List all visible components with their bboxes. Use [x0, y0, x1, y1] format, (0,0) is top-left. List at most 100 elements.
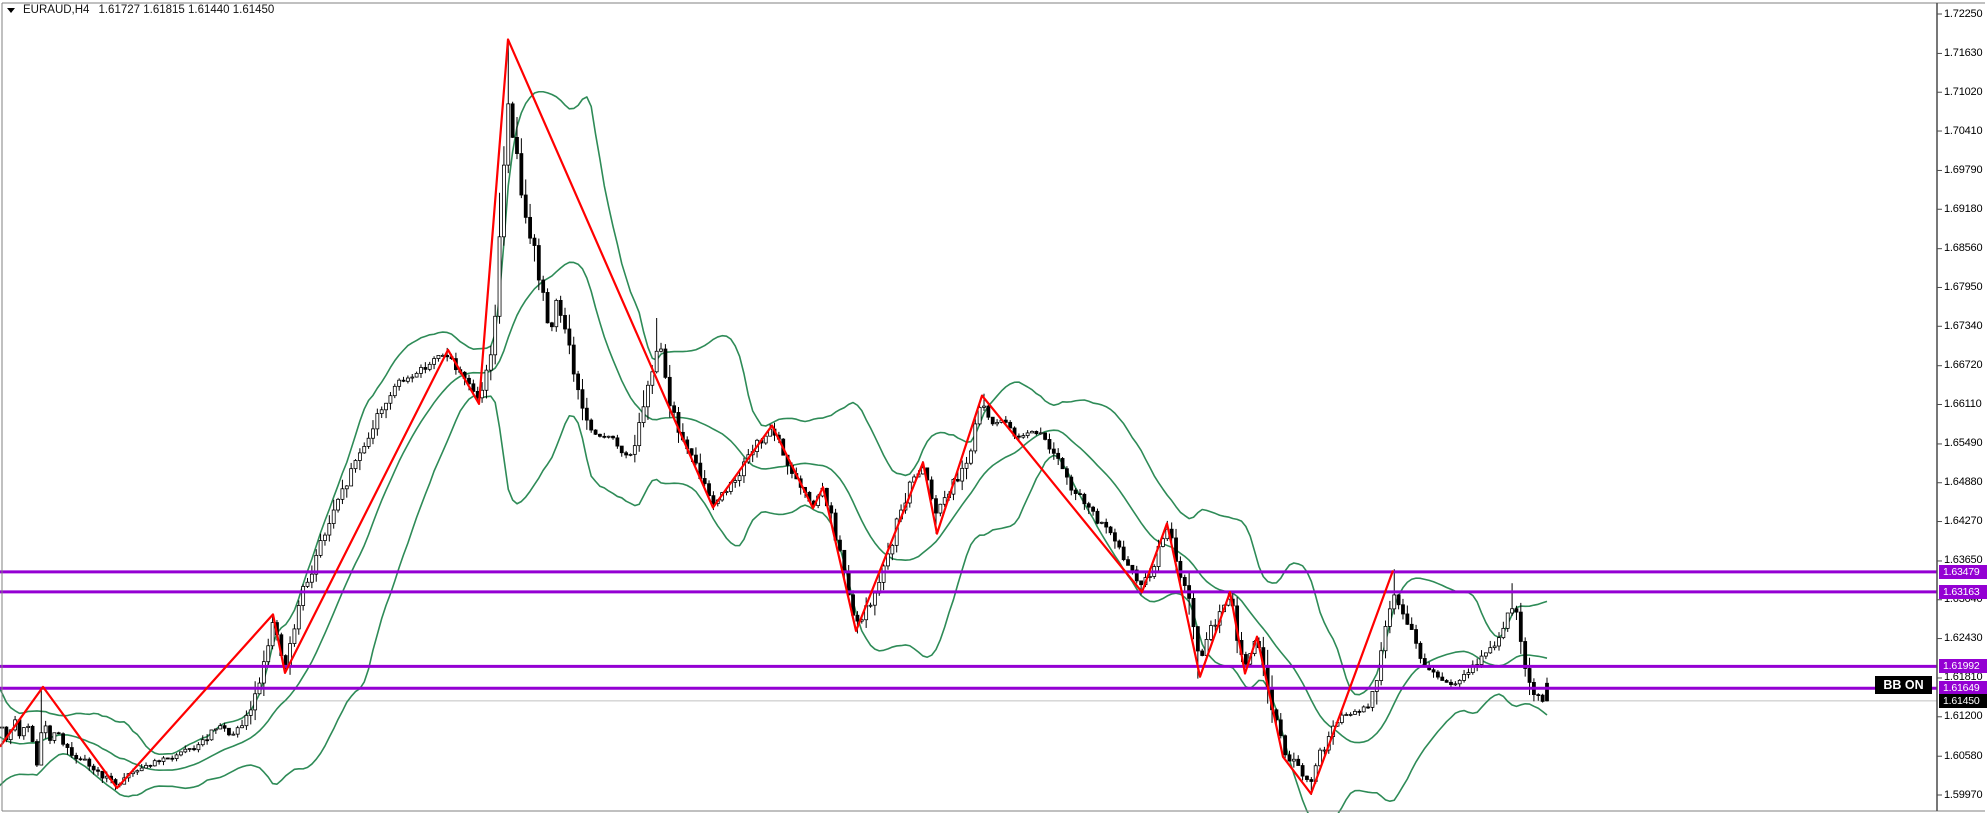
candle-bearish [74, 752, 79, 764]
candle-body [405, 377, 410, 382]
candle-body [598, 433, 602, 437]
chart-title: EURAUD,H4 1.61727 1.61815 1.61440 1.6145… [7, 3, 274, 17]
candle-body [1457, 679, 1462, 685]
candle-bullish [174, 753, 179, 762]
candle-body [384, 402, 388, 411]
candle-body [218, 725, 223, 730]
candle-body [261, 661, 266, 684]
candle-body [986, 405, 991, 418]
candle-body [35, 741, 39, 766]
candle-bullish [375, 408, 380, 436]
candle-bullish [436, 355, 441, 362]
candle-body [563, 315, 567, 330]
candle-body [1309, 779, 1314, 782]
candle-bearish [1182, 574, 1187, 592]
candle-bullish [488, 345, 493, 381]
candle-body [1069, 476, 1074, 491]
bollinger-upper-band [0, 90, 1548, 756]
candle-body [934, 498, 938, 514]
symbol-dropdown-icon[interactable] [7, 7, 15, 13]
candle-body [1038, 432, 1043, 435]
price-tick-label: 1.66110 [1944, 398, 1982, 410]
candle-bullish [1361, 705, 1366, 713]
candle-body [222, 725, 227, 729]
candle-bullish [244, 710, 249, 730]
candle-body [56, 732, 61, 735]
candle-bearish [48, 724, 52, 745]
candle-body [65, 743, 70, 748]
candle-bearish [1444, 679, 1449, 683]
candle-bearish [35, 739, 39, 767]
candle-bullish [318, 533, 323, 558]
candle-body [1243, 654, 1248, 665]
candle-bearish [1409, 617, 1414, 630]
price-tick-label: 1.67950 [1944, 280, 1983, 293]
candle-bullish [43, 720, 48, 739]
candle-bullish [1374, 680, 1379, 705]
candle-bullish [554, 298, 559, 332]
bb-on-label[interactable]: BB ON [1875, 675, 1932, 694]
price-tick-label: 1.69790 [1944, 163, 1983, 176]
candle-bullish [179, 751, 183, 757]
candle-bearish [1191, 591, 1196, 640]
candle-body [21, 727, 26, 737]
candle-body [1043, 432, 1047, 440]
candle-body [611, 435, 615, 439]
candle-body [87, 758, 92, 767]
price-tick-label: 1.72250 [1944, 7, 1983, 20]
candle-body [1339, 714, 1344, 723]
candle-bullish [405, 375, 410, 384]
candle-bearish [1056, 448, 1061, 466]
candle-body [995, 422, 999, 425]
candle-bullish [301, 584, 306, 611]
candle-bearish [624, 450, 629, 459]
candle-body [471, 383, 476, 392]
candle-body [1300, 765, 1305, 777]
candle-bearish [1060, 457, 1065, 470]
candle-body [1414, 629, 1418, 644]
candle-bullish [628, 453, 633, 457]
candle-body [148, 764, 153, 767]
candle-bearish [423, 362, 428, 374]
candle-body [1021, 435, 1026, 438]
candle-body [100, 770, 105, 779]
candle-bearish [1091, 505, 1096, 516]
candle-body [1091, 506, 1096, 512]
candle-body [497, 236, 502, 317]
candle-body [1361, 706, 1366, 713]
candle-body [733, 480, 738, 483]
candle-bullish [968, 448, 973, 466]
candle-body [707, 483, 711, 497]
candle-bullish [235, 725, 240, 738]
candle-bearish [986, 402, 991, 420]
candle-body [323, 534, 327, 541]
candle-bullish [1497, 632, 1501, 651]
candle-bullish [371, 420, 375, 445]
candle-bearish [56, 731, 61, 735]
candle-bearish [1243, 651, 1248, 667]
candle-bearish [541, 275, 546, 301]
price-tick-label: 1.71020 [1944, 85, 1983, 98]
candle-body [296, 605, 301, 630]
candle-body [1078, 493, 1082, 496]
candle-body [157, 760, 162, 763]
candle-bullish [1492, 641, 1497, 651]
candle-bearish [602, 432, 607, 439]
candle-bullish [292, 624, 297, 647]
candle-bearish [1296, 755, 1301, 766]
candle-bearish [615, 434, 620, 449]
candle-bearish [1514, 605, 1519, 621]
candle-bullish [742, 457, 746, 483]
candle-bearish [1283, 734, 1288, 759]
candle-body [414, 372, 419, 378]
candle-bullish [240, 719, 244, 729]
candle-body [650, 371, 655, 386]
candle-body [654, 350, 659, 373]
candle-body [1139, 580, 1144, 586]
candle-body [519, 153, 524, 196]
support-resistance-lines[interactable] [0, 570, 1937, 690]
candle-body [235, 727, 240, 735]
level-price-badge: 1.63163 [1939, 584, 1987, 599]
